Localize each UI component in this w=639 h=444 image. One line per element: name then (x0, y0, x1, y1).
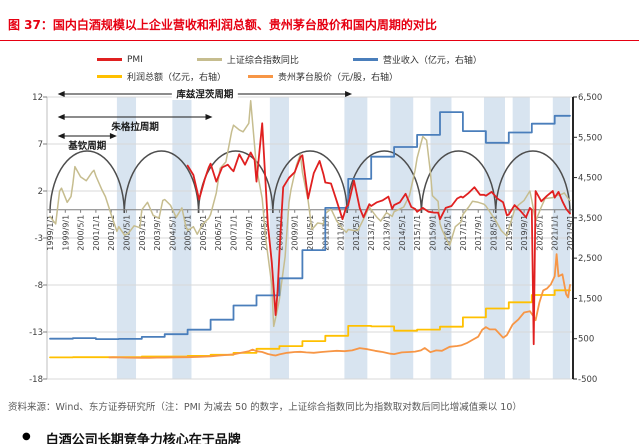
bullet-dot-icon: ● (22, 431, 31, 442)
svg-text:2004/5/1: 2004/5/1 (168, 215, 177, 251)
svg-text:2009/9/1: 2009/9/1 (291, 215, 300, 251)
svg-text:7: 7 (38, 140, 43, 150)
source-note: 资料来源：Wind、东方证券研究所（注：PMI 为减去 50 的数字，上证综合指… (8, 402, 522, 413)
moutai-line-swatch (248, 75, 274, 78)
svg-text:-18: -18 (29, 375, 43, 385)
legend-item-pmi: PMI (97, 55, 143, 65)
svg-text:5,500: 5,500 (578, 133, 602, 143)
svg-text:2020/5/1: 2020/5/1 (535, 215, 544, 251)
svg-text:朱格拉周期: 朱格拉周期 (110, 121, 159, 133)
svg-text:2019/1/1: 2019/1/1 (505, 215, 514, 251)
svg-text:2001/9/1: 2001/9/1 (107, 215, 116, 251)
bullet-text: 白酒公司长期竞争力核心在于品牌 (45, 433, 241, 444)
svg-text:2014/5/1: 2014/5/1 (398, 215, 407, 251)
legend-label: 上证综合指数同比 (226, 56, 299, 66)
svg-text:2005/1/1: 2005/1/1 (184, 215, 193, 251)
legend-item-revenue: 营业收入（亿元，右轴） (352, 53, 482, 66)
svg-text:2021/9/1: 2021/9/1 (566, 215, 575, 251)
legend-item-moutai-price: 贵州茅台股价（元/股，右轴） (248, 70, 398, 83)
svg-text:-3: -3 (35, 234, 43, 244)
profit-line-swatch (97, 75, 122, 78)
svg-text:2015/1/1: 2015/1/1 (413, 215, 422, 251)
svg-text:2016/5/1: 2016/5/1 (444, 215, 453, 251)
svg-text:2003/1/1: 2003/1/1 (138, 215, 147, 251)
svg-text:-8: -8 (35, 281, 43, 291)
svg-text:2003/9/1: 2003/9/1 (153, 215, 162, 251)
svg-text:1999/9/1: 1999/9/1 (61, 215, 70, 251)
svg-text:2021/1/1: 2021/1/1 (551, 215, 560, 251)
svg-text:2017/1/1: 2017/1/1 (459, 215, 468, 251)
sse-line-swatch (196, 58, 222, 61)
svg-text:2002/5/1: 2002/5/1 (122, 215, 131, 251)
svg-text:2,500: 2,500 (578, 254, 602, 264)
svg-text:1999/1/1: 1999/1/1 (46, 215, 55, 251)
svg-text:2005/9/1: 2005/9/1 (199, 215, 208, 251)
svg-text:基钦周期: 基钦周期 (67, 140, 106, 152)
svg-text:-13: -13 (29, 328, 43, 338)
svg-text:2: 2 (38, 187, 43, 197)
svg-text:2015/9/1: 2015/9/1 (428, 215, 437, 251)
svg-text:2000/5/1: 2000/5/1 (77, 215, 86, 251)
svg-text:2018/5/1: 2018/5/1 (490, 215, 499, 251)
revenue-line-swatch (352, 58, 378, 61)
pmi-line-swatch (97, 58, 122, 61)
svg-text:500: 500 (578, 335, 594, 345)
legend-row: 利润总额（亿元，右轴） 贵州茅台股价（元/股，右轴） (97, 68, 482, 85)
legend-label: PMI (127, 54, 143, 65)
svg-text:2007/1/1: 2007/1/1 (230, 215, 239, 251)
svg-text:2006/5/1: 2006/5/1 (214, 215, 223, 251)
svg-text:2019/9/1: 2019/9/1 (520, 215, 529, 251)
svg-text:3,500: 3,500 (578, 214, 602, 224)
svg-text:1,500: 1,500 (578, 294, 602, 304)
svg-text:库兹涅茨周期: 库兹涅茨周期 (175, 89, 233, 101)
legend-row: PMI 上证综合指数同比 营业收入（亿元，右轴） (97, 51, 482, 68)
svg-text:-500: -500 (578, 375, 597, 385)
legend-label: 利润总额（亿元，右轴） (127, 73, 227, 83)
svg-text:2012/5/1: 2012/5/1 (352, 215, 361, 251)
legend-label: 营业收入（亿元，右轴） (382, 56, 482, 66)
title-divider (0, 40, 639, 41)
svg-text:2001/1/1: 2001/1/1 (92, 215, 101, 251)
chart-legend: PMI 上证综合指数同比 营业收入（亿元，右轴） 利润总额（亿元，右轴） 贵州茅… (97, 51, 482, 85)
svg-text:6,500: 6,500 (578, 93, 602, 103)
svg-text:2013/9/1: 2013/9/1 (382, 215, 391, 251)
bullet-point: ● 白酒公司长期竞争力核心在于品牌 (22, 429, 241, 444)
svg-text:2007/9/1: 2007/9/1 (245, 215, 254, 251)
svg-text:12: 12 (32, 93, 43, 103)
figure-title: 图 37：国内白酒规模以上企业营收和利润总额、贵州茅台股价和国内周期的对比 (8, 18, 437, 32)
svg-text:2010/5/1: 2010/5/1 (306, 215, 315, 251)
svg-text:2013/1/1: 2013/1/1 (367, 215, 376, 251)
legend-label: 贵州茅台股价（元/股，右轴） (278, 73, 399, 83)
svg-text:2017/9/1: 2017/9/1 (474, 215, 483, 251)
legend-item-profit: 利润总额（亿元，右轴） (97, 70, 226, 83)
svg-text:2011/9/1: 2011/9/1 (337, 215, 346, 251)
svg-text:4,500: 4,500 (578, 174, 602, 184)
legend-item-sse-yoy: 上证综合指数同比 (196, 53, 299, 66)
